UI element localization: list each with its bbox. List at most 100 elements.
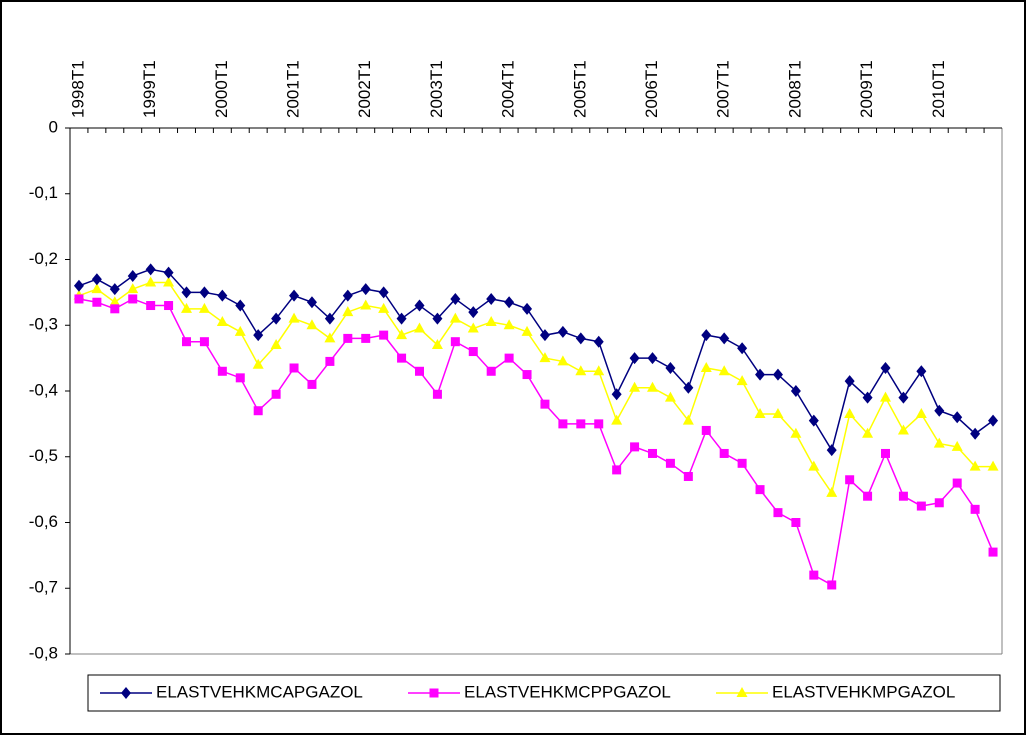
point: [916, 501, 926, 511]
point: [145, 263, 156, 276]
point: [952, 478, 962, 488]
point: [252, 358, 264, 369]
point: [379, 330, 389, 340]
point: [647, 381, 658, 392]
x-tick-label: 2002T1: [355, 60, 374, 118]
point: [91, 283, 103, 294]
point: [880, 391, 891, 402]
point: [611, 388, 622, 401]
point: [718, 365, 730, 376]
point: [163, 276, 175, 287]
point: [270, 338, 282, 349]
y-tick-label: -0,2: [29, 249, 58, 268]
point: [754, 408, 766, 419]
point: [128, 294, 138, 304]
point: [755, 485, 765, 495]
point: [199, 337, 209, 347]
point: [612, 465, 622, 475]
x-tick-label: 2005T1: [570, 60, 589, 118]
x-tick-label: 2008T1: [785, 60, 804, 118]
y-tick-label: 0: [49, 117, 58, 136]
point: [755, 368, 766, 381]
point: [145, 276, 157, 287]
point: [898, 391, 909, 404]
point: [396, 329, 408, 340]
point: [342, 289, 353, 302]
point: [827, 580, 837, 590]
y-tick-label: -0,3: [29, 315, 58, 334]
point: [504, 353, 514, 363]
y-tick-label: -0,6: [29, 512, 58, 531]
point: [361, 333, 371, 343]
point: [934, 498, 944, 508]
x-tick-label: 2004T1: [499, 60, 518, 118]
point: [557, 325, 568, 338]
point: [844, 408, 856, 419]
point: [289, 289, 300, 302]
point: [683, 381, 694, 394]
point: [952, 411, 963, 424]
point: [790, 427, 802, 438]
point: [449, 312, 461, 323]
point: [808, 414, 819, 427]
y-tick-label: -0,4: [29, 380, 58, 399]
legend-entry: ELASTVEHKMCPPGAZOL: [408, 682, 671, 701]
point: [522, 370, 532, 380]
point: [468, 347, 478, 357]
point: [486, 366, 496, 376]
point: [360, 299, 372, 310]
point: [164, 301, 174, 311]
point: [897, 424, 909, 435]
point: [539, 329, 550, 342]
point: [109, 296, 121, 307]
point: [863, 491, 873, 501]
point: [701, 329, 712, 342]
point: [342, 306, 354, 317]
point: [253, 329, 264, 342]
y-tick-label: -0,8: [29, 643, 58, 662]
point: [630, 442, 640, 452]
point: [288, 312, 300, 323]
point: [647, 352, 658, 365]
point: [575, 365, 587, 376]
point: [683, 471, 693, 481]
legend-label: ELASTVEHKMCAPGAZOL: [156, 682, 363, 701]
point: [163, 266, 174, 279]
point: [862, 427, 874, 438]
point: [360, 283, 371, 296]
point: [414, 299, 425, 312]
point: [594, 419, 604, 429]
point: [773, 508, 783, 518]
point: [271, 389, 281, 399]
point: [217, 366, 227, 376]
point: [951, 440, 963, 451]
point: [92, 297, 102, 307]
point: [593, 365, 605, 376]
point: [665, 458, 675, 468]
point: [127, 283, 139, 294]
point: [826, 444, 837, 457]
point: [396, 312, 407, 325]
x-tick-label: 2000T1: [212, 60, 231, 118]
point: [557, 355, 569, 366]
point: [934, 404, 945, 417]
point: [539, 352, 551, 363]
point: [808, 460, 820, 471]
point: [593, 335, 604, 348]
point: [415, 366, 424, 376]
legend-marker: [429, 688, 439, 698]
point: [737, 342, 748, 355]
point: [467, 322, 479, 333]
point: [772, 368, 783, 381]
y-tick-label: -0,7: [29, 578, 58, 597]
point: [933, 437, 945, 448]
point: [970, 427, 981, 440]
point: [432, 312, 443, 325]
point: [450, 292, 461, 305]
y-tick-label: -0,5: [29, 446, 58, 465]
point: [664, 391, 676, 402]
legend-marker: [121, 687, 131, 699]
x-tick-label: 2007T1: [714, 60, 733, 118]
point: [216, 315, 228, 326]
point: [790, 385, 801, 397]
